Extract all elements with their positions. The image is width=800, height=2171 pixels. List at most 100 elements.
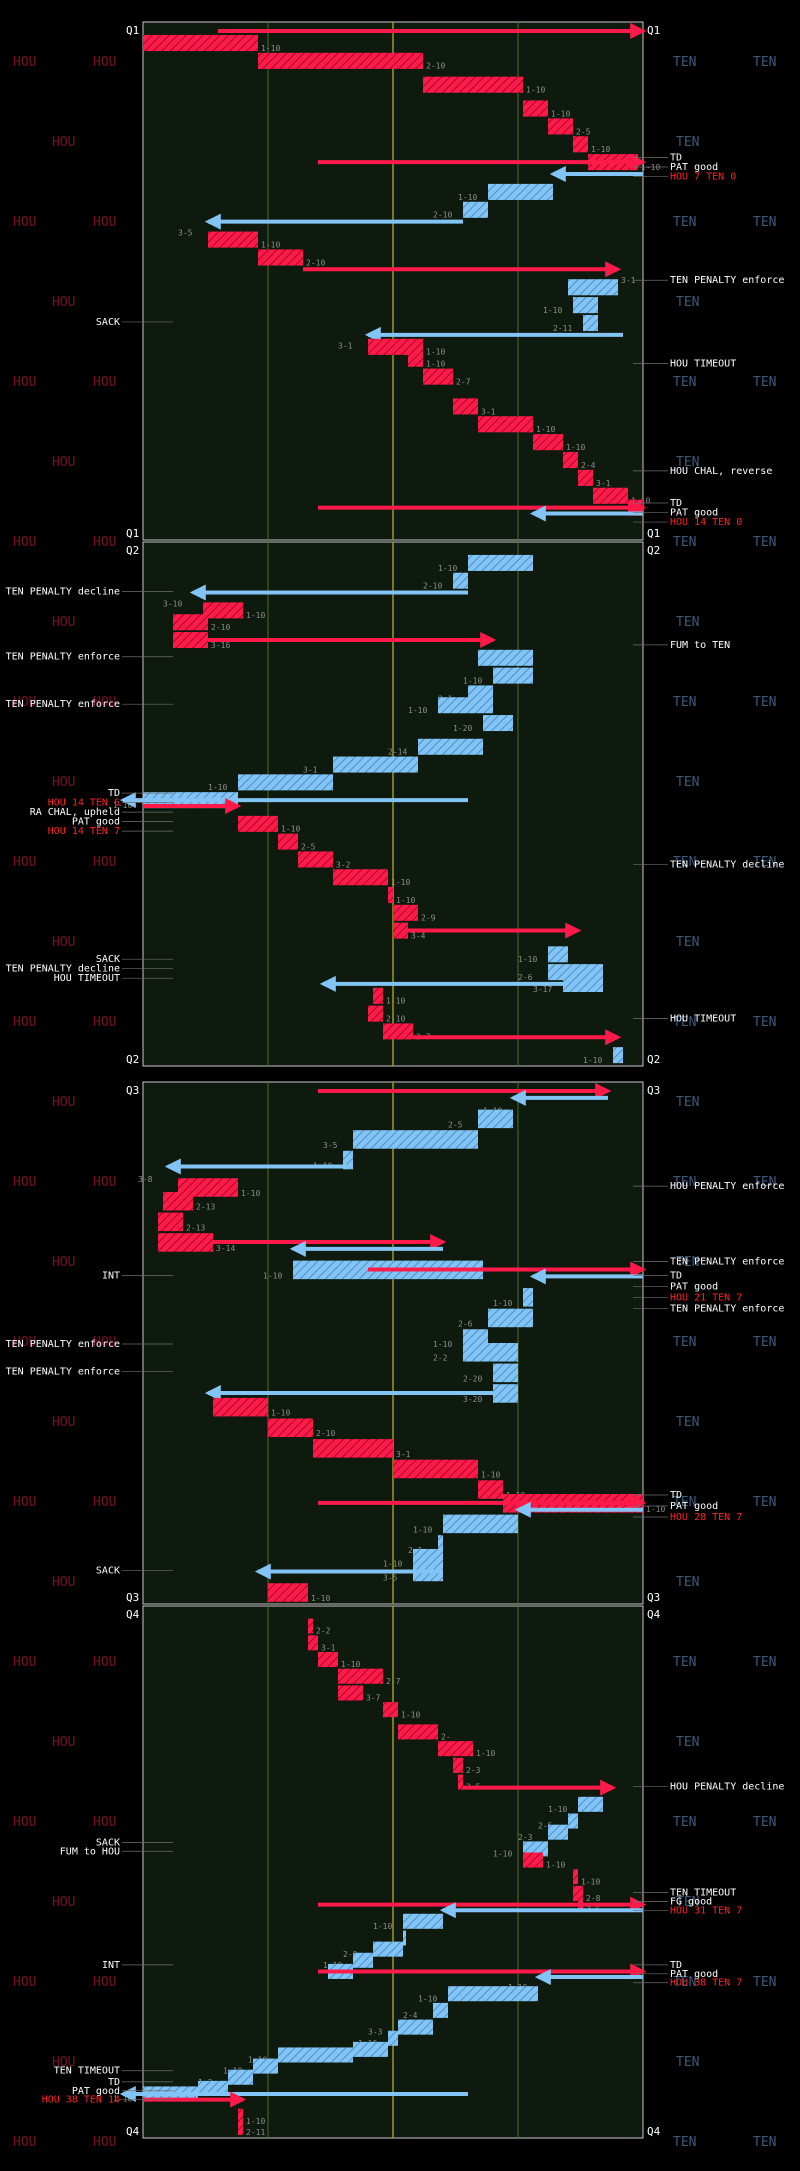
down-distance-label: 1-10 xyxy=(408,706,427,715)
hou-play-bar xyxy=(373,987,383,1004)
play-annotation: TEN PENALTY decline xyxy=(6,587,120,598)
down-distance-label: 1-10 xyxy=(373,1922,392,1931)
play-annotation: SACK xyxy=(96,1566,120,1577)
watermark-ten-label: TEN xyxy=(753,695,776,710)
down-distance-label: 1-10 xyxy=(433,1340,452,1349)
hou-play-bar xyxy=(203,602,243,619)
hou-play-bar xyxy=(458,1774,463,1790)
hou-play-bar xyxy=(338,1685,363,1701)
watermark-ten-label: TEN xyxy=(676,295,699,310)
ten-play-bar xyxy=(488,183,553,200)
quarter-label: Q2 xyxy=(126,1053,139,1066)
score-annotation: HOU 28 TEN 7 xyxy=(670,1512,742,1523)
watermark-hou-label: HOU xyxy=(93,1335,116,1350)
watermark-hou-label: HOU xyxy=(13,1335,36,1350)
ten-play-bar xyxy=(468,554,533,571)
ten-play-bar xyxy=(403,1913,443,1929)
hou-play-bar xyxy=(258,52,423,69)
hou-play-bar xyxy=(278,833,298,850)
play-annotation: INT xyxy=(102,1960,120,1971)
ten-play-bar xyxy=(353,1952,373,1968)
ten-play-bar xyxy=(448,1986,538,2002)
ten-play-bar xyxy=(493,1384,518,1403)
ten-play-bar xyxy=(478,649,533,666)
watermark-hou-label: HOU xyxy=(93,215,116,230)
hou-play-bar xyxy=(523,100,548,117)
hou-play-bar xyxy=(573,1869,578,1885)
watermark-ten-label: TEN xyxy=(753,2135,776,2150)
watermark-ten-label: TEN xyxy=(676,615,699,630)
hou-play-bar xyxy=(533,434,563,451)
watermark-ten-label: TEN xyxy=(673,1815,696,1830)
down-distance-label: 2-10 xyxy=(211,623,230,632)
watermark-hou-label: HOU xyxy=(93,855,116,870)
ten-play-bar xyxy=(523,1288,533,1307)
watermark-ten-label: TEN xyxy=(753,1335,776,1350)
watermark-hou-label: HOU xyxy=(13,375,36,390)
ten-play-bar xyxy=(463,201,488,218)
down-distance-label: 2-10 xyxy=(433,211,452,220)
down-distance-label: 1-10 xyxy=(401,1710,420,1719)
ten-play-bar xyxy=(578,1796,603,1812)
down-distance-label: 2-3 xyxy=(466,1766,481,1775)
quarter-panel: Q3 Q3 Q3 Q3 1-10 2-5 3-5 1-10 3-8 1-10 2-13 2-13 3-1… xyxy=(6,1081,784,1605)
hou-play-bar xyxy=(258,249,303,266)
hou-play-bar xyxy=(158,1212,183,1232)
watermark-hou-label: HOU xyxy=(52,455,75,470)
ten-play-bar xyxy=(433,2002,448,2018)
watermark-hou-label: HOU xyxy=(93,1015,116,1030)
play-annotation: PAT good xyxy=(670,508,718,519)
hou-play-bar xyxy=(573,136,588,153)
watermark-ten-label: TEN xyxy=(673,1655,696,1670)
play-annotation: TD xyxy=(670,1270,682,1281)
watermark-ten-label: TEN xyxy=(676,2055,699,2070)
ten-play-bar xyxy=(463,1343,518,1362)
hou-play-bar xyxy=(268,1418,313,1438)
play-annotation: RA CHAL, upheld xyxy=(30,807,120,818)
down-distance-label: 2-6 xyxy=(458,1319,473,1328)
down-distance-label: 1-10 xyxy=(413,1525,432,1534)
watermark-hou-label: HOU xyxy=(93,1655,116,1670)
score-annotation: HOU 38 TEN 7 xyxy=(670,1978,742,1989)
down-distance-label: 3-1 xyxy=(621,276,636,285)
down-distance-label: 1-10 xyxy=(263,1271,282,1280)
hou-play-bar xyxy=(423,368,453,385)
hou-play-bar xyxy=(593,487,628,504)
down-distance-label: 3-16 xyxy=(211,641,230,650)
watermark-ten-label: TEN xyxy=(673,1175,696,1190)
watermark-ten-label: TEN xyxy=(673,1015,696,1030)
ten-play-bar xyxy=(228,2069,253,2085)
ten-play-bar xyxy=(493,1363,518,1383)
play-annotation: TD xyxy=(670,152,682,163)
quarter-label: Q4 xyxy=(126,1608,140,1621)
ten-play-bar xyxy=(343,1150,353,1170)
play-annotation: TEN TIMEOUT xyxy=(54,2066,120,2077)
watermark-ten-label: TEN xyxy=(676,1255,699,1270)
watermark-hou-label: HOU xyxy=(13,55,36,70)
watermark-ten-label: TEN xyxy=(673,375,696,390)
watermark-hou-label: HOU xyxy=(13,1975,36,1990)
ten-play-bar xyxy=(483,715,513,732)
quarter-label: Q4 xyxy=(647,2125,661,2138)
hou-play-bar xyxy=(238,2108,243,2124)
down-distance-label: 2-2 xyxy=(316,1627,331,1636)
quarter-panel: Q2Q2Q2Q21-102-103-101-102-103-161-102-11… xyxy=(6,541,784,1067)
watermark-hou-label: HOU xyxy=(93,2135,116,2150)
hou-play-bar xyxy=(308,1635,318,1651)
down-distance-label: 3-3 xyxy=(368,2028,383,2037)
hou-play-bar xyxy=(408,350,423,367)
hou-play-bar xyxy=(578,469,593,486)
play-annotation: HOU TIMEOUT xyxy=(670,359,736,370)
play-annotation: PAT good xyxy=(670,1281,718,1292)
watermark-hou-label: HOU xyxy=(13,1655,36,1670)
quarter-label: Q3 xyxy=(647,1591,660,1604)
down-distance-label: 1-10 xyxy=(426,360,445,369)
ten-play-bar xyxy=(333,756,418,773)
down-distance-label: 2-3 xyxy=(518,1833,533,1842)
hou-play-bar xyxy=(173,632,208,649)
play-annotation: PAT good xyxy=(72,2086,120,2097)
hou-play-bar xyxy=(478,1480,503,1499)
quarter-panel: Q4Q4Q4Q42-23-11-102-73-71-102-1-102-33-5… xyxy=(42,1605,784,2139)
watermark-hou-label: HOU xyxy=(52,615,75,630)
hou-play-bar xyxy=(238,815,278,832)
